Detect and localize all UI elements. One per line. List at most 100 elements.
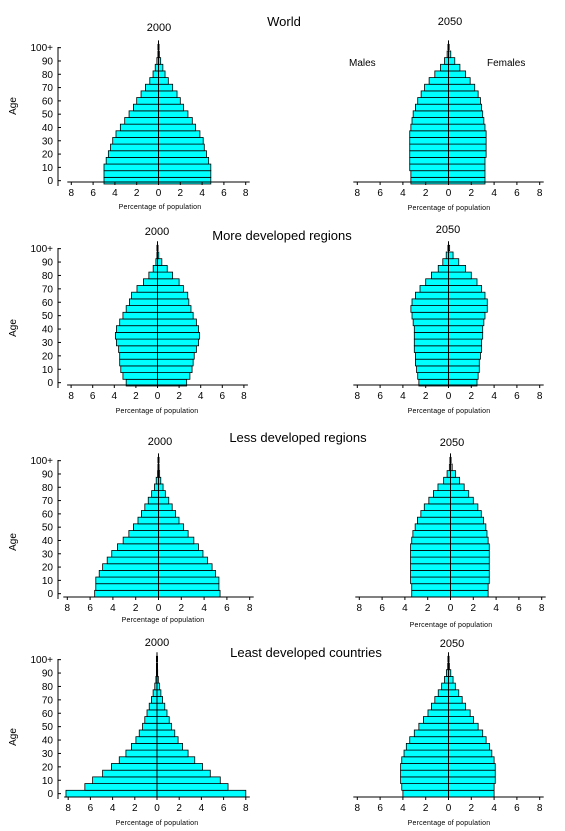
bar-female-4-0 [158, 589, 221, 598]
bar-male-2-16 [148, 271, 158, 280]
bar-female-1-5 [448, 143, 487, 152]
bar-male-2-17 [152, 264, 158, 273]
y-tick-label-0-5: 50 [42, 110, 54, 121]
xlabel-world-2050: Percentage of population [408, 205, 491, 212]
x-tick-label-2-0: 8 [68, 391, 74, 402]
x-tick-label-7-4: 0 [446, 803, 452, 814]
bar-female-5-2 [450, 576, 490, 585]
bar-male-2-6 [116, 338, 158, 347]
bar-female-1-3 [448, 156, 486, 165]
bar-male-6-12 [146, 709, 158, 718]
bar-female-3-16 [448, 271, 472, 280]
x-tick-label-0-7: 6 [221, 188, 227, 199]
xlabel-less-2000: Percentage of population [122, 617, 205, 624]
legend-females: Females [487, 58, 525, 69]
bar-male-4-9 [128, 530, 159, 538]
bar-female-1-4 [448, 150, 487, 158]
ylabel-more-developed: Age [8, 319, 19, 337]
y-tick-label-4-7: 70 [42, 496, 54, 507]
bar-male-6-5 [118, 756, 158, 764]
bar-male-2-2 [120, 365, 158, 373]
x-tick-label-7-8: 8 [537, 803, 543, 814]
y-tick-label-2-8: 80 [42, 271, 54, 282]
y-tick-label-0-4: 40 [42, 123, 54, 134]
bar-female-3-1 [448, 372, 479, 380]
bar-male-3-16 [430, 271, 449, 280]
bar-female-5-1 [450, 583, 489, 591]
bar-male-0-1 [103, 170, 159, 178]
y-tick-label-4-5: 50 [42, 523, 54, 534]
xlabel-more-2050: Percentage of population [408, 408, 491, 415]
bar-female-0-14 [158, 83, 174, 92]
bar-male-3-15 [425, 278, 449, 286]
xlabel-more-2000: Percentage of population [116, 408, 199, 415]
bar-female-0-16 [158, 70, 166, 78]
bar-female-3-15 [448, 278, 478, 286]
bar-female-3-11 [448, 305, 488, 313]
x-tick-label-6-1: 6 [88, 803, 94, 814]
bar-female-4-7 [158, 543, 199, 551]
bar-female-0-11 [158, 103, 184, 112]
bar-female-0-3 [158, 156, 210, 165]
bar-male-3-3 [415, 358, 449, 367]
bar-male-4-12 [140, 510, 159, 518]
bar-female-7-2 [448, 776, 496, 785]
y-tick-label-6-10: 100+ [30, 655, 53, 666]
bar-female-2-16 [157, 271, 174, 280]
bar-female-4-9 [158, 530, 189, 538]
bar-female-7-4 [448, 763, 496, 771]
bar-female-4-15 [158, 490, 166, 498]
bar-female-1-6 [448, 137, 487, 145]
bar-male-5-14 [428, 496, 451, 505]
bar-male-5-17 [443, 476, 451, 485]
bar-male-6-1 [84, 783, 158, 791]
bar-female-2-4 [157, 352, 195, 360]
bar-male-0-12 [136, 97, 159, 105]
bar-female-5-17 [450, 476, 461, 485]
bar-male-2-15 [143, 278, 158, 286]
x-tick-label-2-8: 8 [241, 391, 247, 402]
bar-male-7-4 [400, 763, 449, 771]
bar-male-7-8 [409, 736, 449, 744]
bar-female-5-13 [450, 503, 479, 511]
bar-male-4-3 [98, 570, 159, 578]
y-tick-label-6-4: 40 [42, 736, 54, 747]
x-tick-label-4-5: 2 [179, 603, 185, 614]
bar-male-1-17 [440, 63, 449, 72]
bar-female-3-14 [448, 285, 482, 293]
bar-male-7-5 [401, 756, 449, 764]
bar-male-7-0 [402, 789, 449, 798]
xlabel-least-2000: Percentage of population [116, 820, 199, 827]
bar-female-2-6 [157, 338, 199, 347]
bar-male-2-13 [131, 291, 158, 300]
bar-female-5-9 [450, 530, 488, 538]
bar-male-1-10 [412, 110, 449, 118]
bar-female-6-8 [156, 736, 179, 744]
bar-female-7-5 [448, 756, 495, 764]
bar-male-5-3 [410, 570, 451, 578]
y-tick-label-0-8: 80 [42, 70, 54, 81]
bar-female-4-2 [158, 576, 220, 585]
bar-male-4-13 [144, 503, 159, 511]
bar-female-2-3 [157, 358, 194, 367]
bar-female-5-12 [450, 510, 482, 518]
subtitle-less-2000: 2000 [148, 436, 172, 448]
x-tick-label-0-2: 4 [112, 188, 118, 199]
bar-male-5-5 [410, 556, 451, 565]
x-tick-label-7-5: 2 [469, 803, 475, 814]
bar-male-3-13 [415, 291, 449, 300]
bar-female-2-15 [157, 278, 180, 286]
bar-male-4-16 [154, 483, 159, 492]
bar-female-4-8 [158, 536, 195, 545]
bar-female-3-19 [448, 251, 454, 260]
x-tick-label-1-2: 4 [400, 188, 406, 199]
bar-female-5-11 [450, 516, 484, 525]
bar-male-5-12 [420, 510, 451, 518]
bar-female-0-5 [158, 143, 205, 152]
bar-female-4-14 [158, 496, 170, 505]
bar-female-6-2 [156, 776, 221, 785]
bar-male-2-7 [114, 331, 158, 340]
x-tick-label-3-5: 2 [469, 391, 475, 402]
x-tick-label-2-6: 4 [198, 391, 204, 402]
